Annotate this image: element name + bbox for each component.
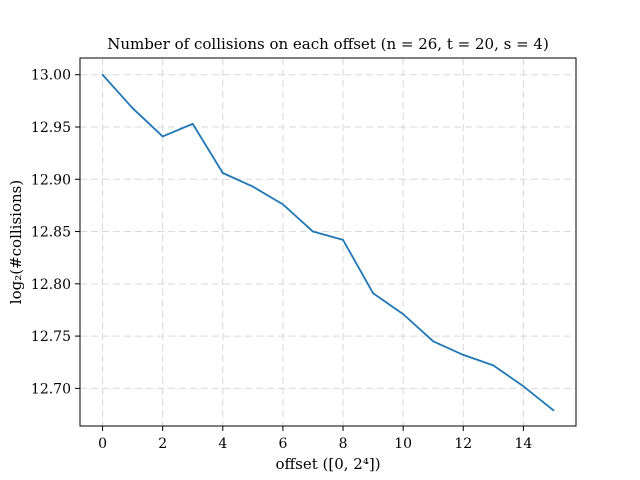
y-tick-label: 12.85: [31, 225, 71, 241]
y-tick-label: 12.70: [31, 381, 71, 397]
x-tick-label: 2: [158, 436, 167, 452]
data-point: [342, 239, 344, 241]
grid: [80, 58, 576, 426]
y-tick-label: 13.00: [31, 68, 71, 84]
data-point: [552, 409, 555, 412]
data-point: [221, 172, 224, 174]
x-tick-label: 6: [278, 436, 287, 452]
data-point: [492, 364, 495, 367]
x-tick-label: 14: [514, 436, 532, 452]
x-tick-label: 0: [98, 436, 107, 452]
x-axis-label: offset ([0, 2⁴]): [275, 455, 380, 473]
data-point: [131, 107, 134, 110]
axis-ticks: 0 2 4 6 8 10 12 14 12.70 12.75 12.80 12.85 12.90 12.9…: [31, 68, 532, 452]
data-point: [432, 340, 435, 343]
y-tick-label: 12.95: [31, 120, 71, 136]
data-point: [312, 230, 314, 233]
data-point: [101, 73, 104, 76]
y-axis-label: log₂(#collisions): [7, 180, 25, 304]
data-point: [522, 385, 525, 388]
x-tick-label: 4: [218, 436, 227, 452]
series-line: [101, 74, 555, 412]
data-point: [402, 313, 405, 316]
data-point: [462, 354, 465, 356]
chart-title: Number of collisions on each offset (n =…: [107, 35, 549, 53]
y-tick-label: 12.90: [31, 172, 71, 188]
series-group: [101, 73, 555, 412]
data-point: [161, 135, 164, 138]
plot-frame: [79, 57, 577, 427]
x-tick-label: 8: [339, 436, 348, 452]
data-point: [372, 292, 374, 295]
data-point: [191, 122, 194, 125]
data-point: [251, 185, 254, 188]
y-tick-label: 12.80: [31, 277, 71, 293]
data-point: [282, 203, 284, 206]
x-tick-label: 12: [454, 436, 472, 452]
x-tick-label: 10: [394, 436, 412, 452]
y-tick-label: 12.75: [31, 329, 71, 345]
